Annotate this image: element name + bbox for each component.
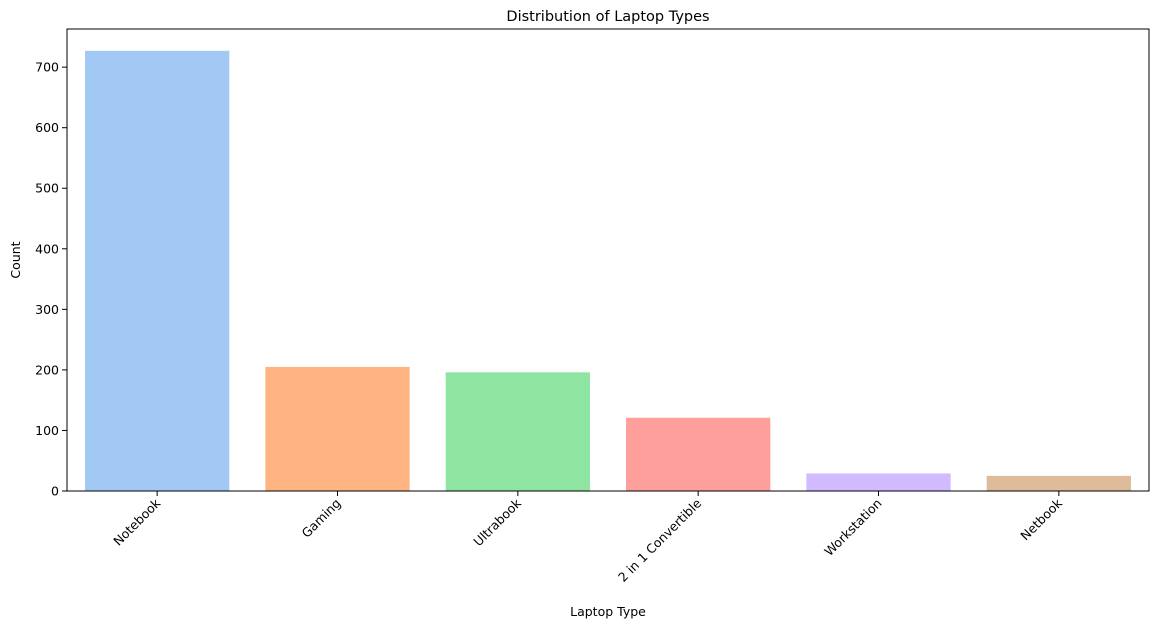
bar-ultrabook xyxy=(445,372,590,491)
y-tick-label: 100 xyxy=(35,423,59,438)
x-tick-label: 2 in 1 Convertible xyxy=(615,495,704,584)
x-tick-label: Workstation xyxy=(821,496,884,559)
y-tick-label: 400 xyxy=(35,241,59,256)
bar-workstation xyxy=(806,473,951,491)
x-tick-label: Gaming xyxy=(298,496,343,541)
x-tick-label: Netbook xyxy=(1017,495,1065,543)
y-tick-label: 700 xyxy=(35,60,59,75)
x-tick-label: Ultrabook xyxy=(470,495,524,549)
bar-gaming xyxy=(265,366,410,491)
bars-group xyxy=(85,50,1131,492)
x-axis-label: Laptop Type xyxy=(570,604,646,619)
chart-title: Distribution of Laptop Types xyxy=(506,9,709,25)
y-axis: 0 100 200 300 400 500 600 700 xyxy=(35,60,67,499)
y-tick-label: 0 xyxy=(51,484,59,499)
plot-frame xyxy=(66,28,1150,492)
bar-2-in-1-convertible xyxy=(626,417,771,491)
x-axis: Notebook Gaming Ultrabook 2 in 1 Convertibl… xyxy=(110,491,1065,585)
bar-notebook xyxy=(85,50,230,492)
x-tick-label: Notebook xyxy=(110,495,164,549)
y-tick-label: 500 xyxy=(35,181,59,196)
y-tick-label: 600 xyxy=(35,120,59,135)
bar-netbook xyxy=(986,475,1131,491)
y-tick-label: 300 xyxy=(35,302,59,317)
y-axis-label: Count xyxy=(8,241,23,278)
y-tick-label: 200 xyxy=(35,362,59,377)
